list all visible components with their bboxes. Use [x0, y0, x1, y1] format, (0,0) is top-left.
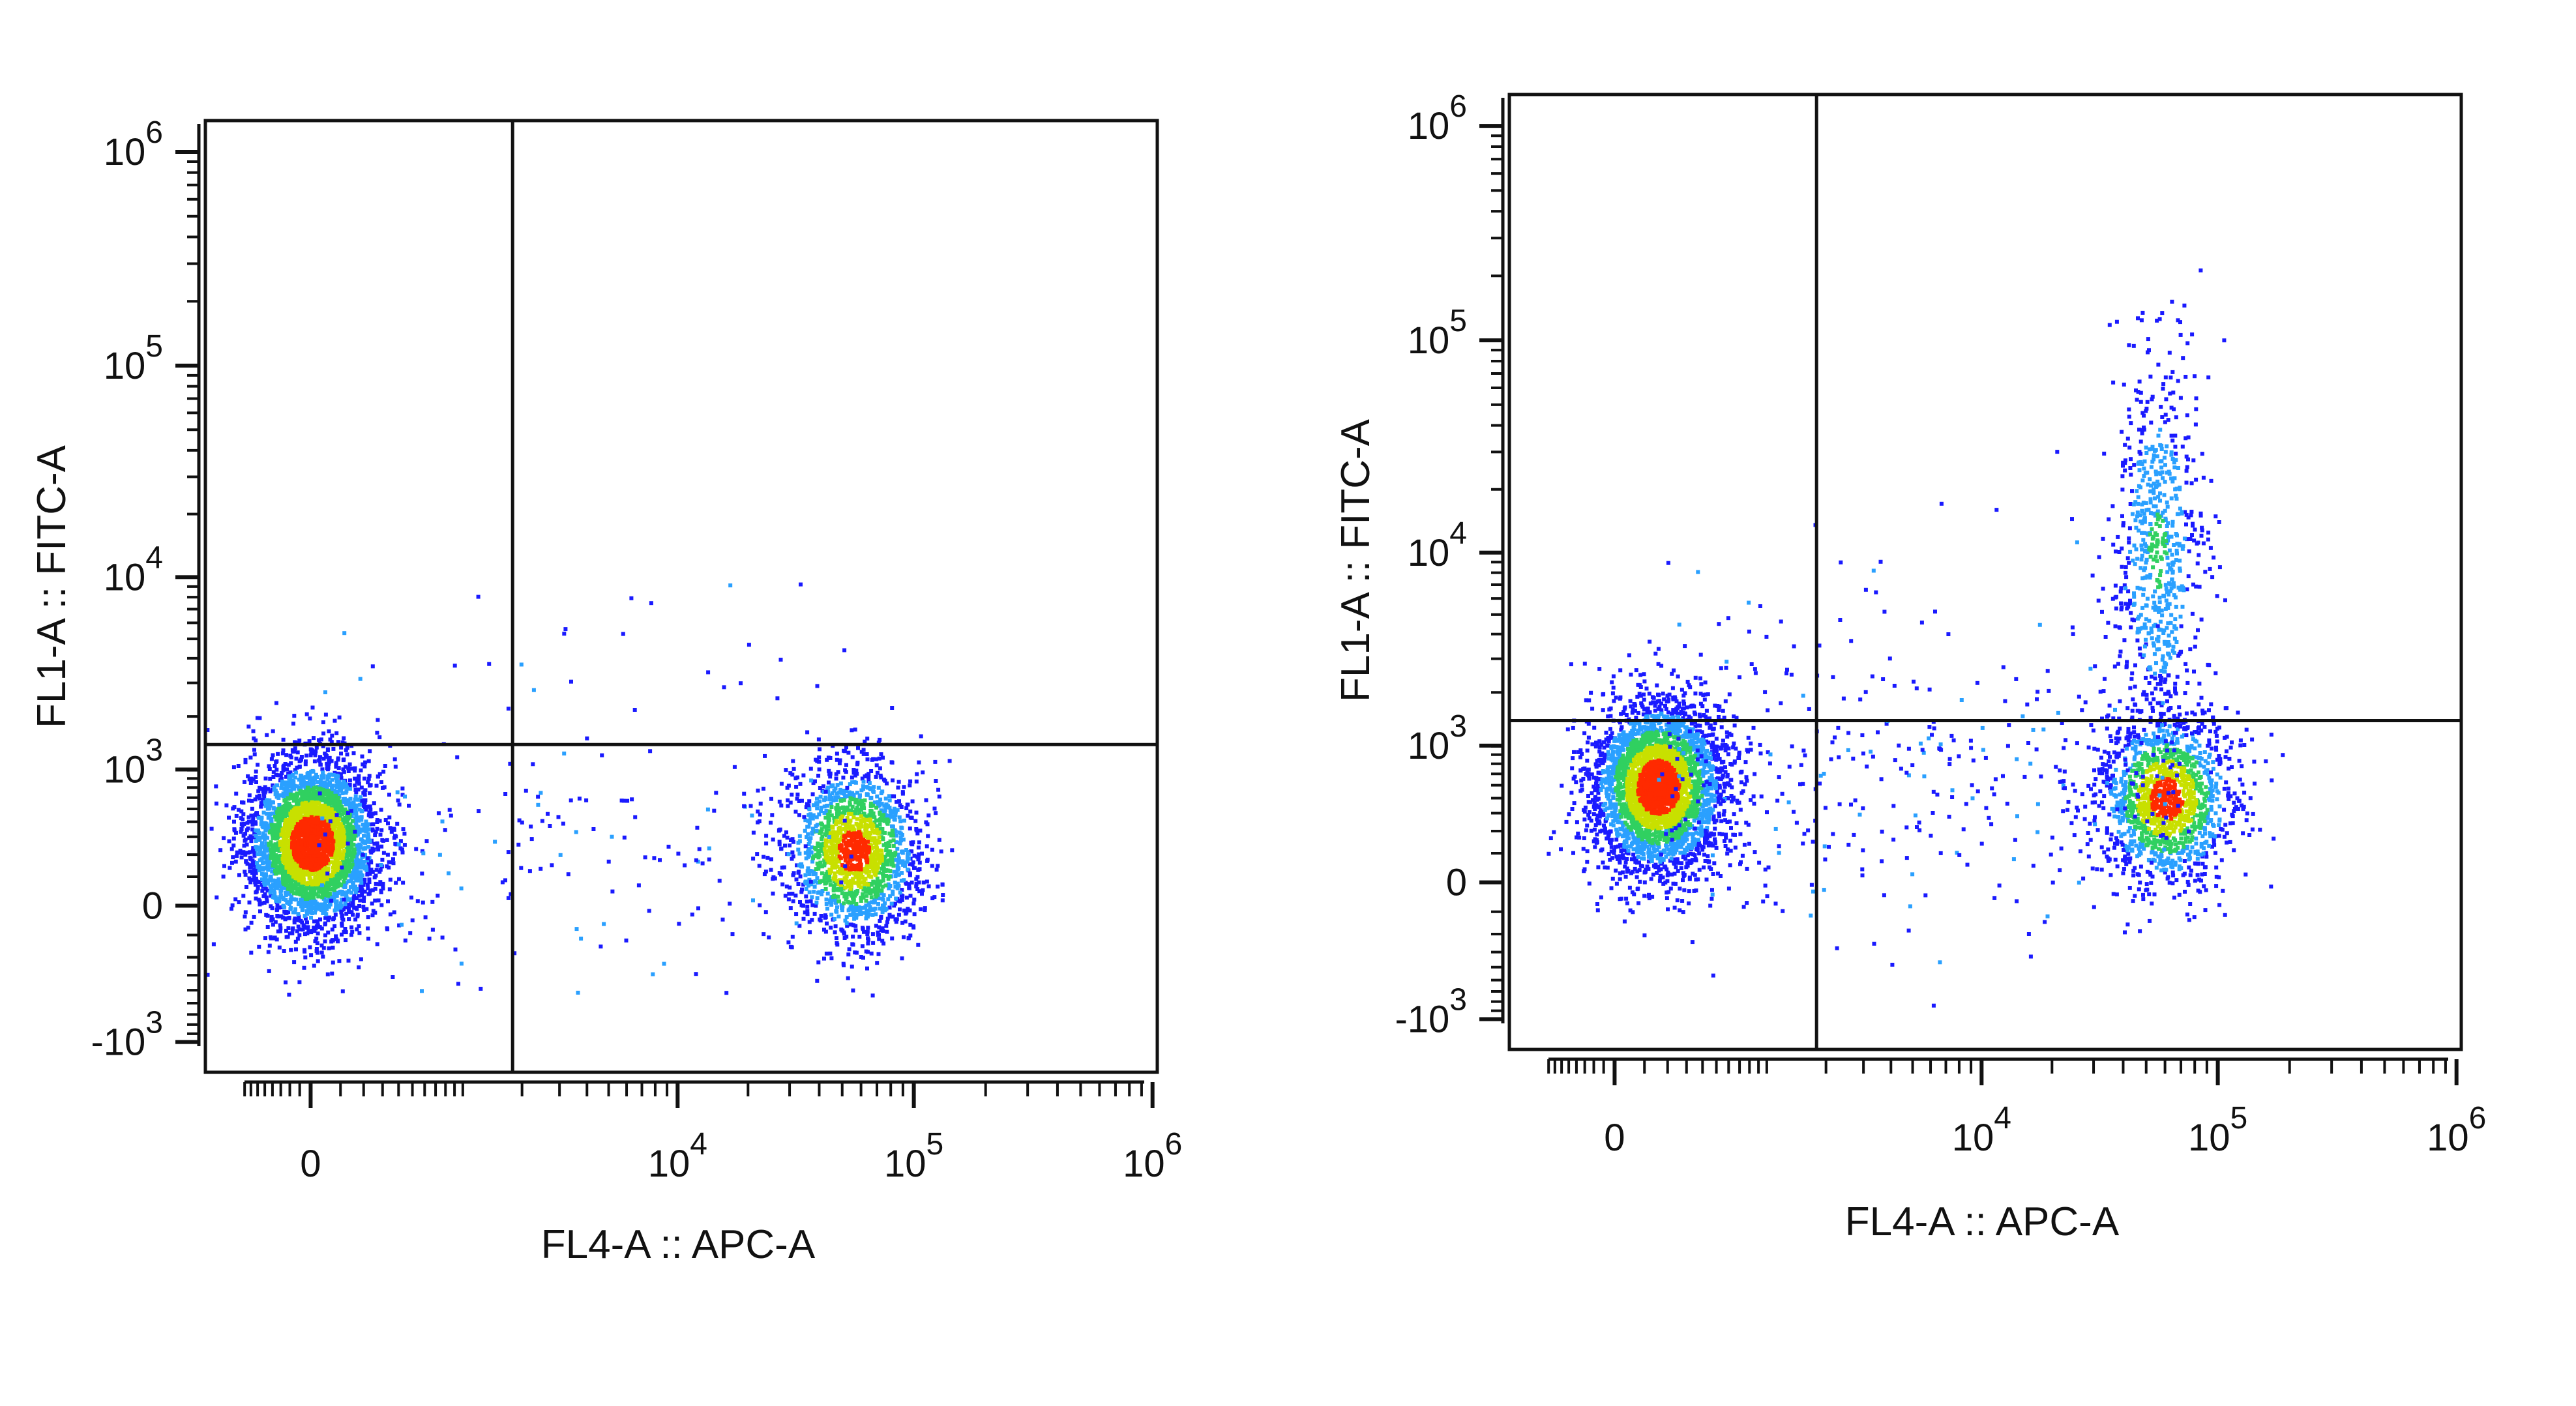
y-tick-label: 105 — [104, 329, 163, 387]
y-tick-label: 0 — [1446, 862, 1467, 904]
sparse-events — [1657, 501, 2169, 1008]
sparse-events — [317, 582, 853, 995]
event-dots — [1547, 268, 2285, 1008]
population-1 — [205, 701, 441, 997]
population-1 — [1547, 639, 1781, 945]
y-axis-label: FL1-A :: FITC-A — [29, 445, 74, 728]
x-tick-label: 0 — [300, 1143, 321, 1185]
x-axis: 0 104 105 106 — [1547, 1057, 2486, 1159]
y-axis-label: FL1-A :: FITC-A — [1333, 418, 1378, 702]
x-axis: 0 104 105 106 — [243, 1080, 1182, 1185]
population-2 — [751, 684, 955, 998]
x-tick-label: 105 — [2188, 1101, 2247, 1159]
x-axis-label: FL4-A :: APC-A — [1845, 1199, 2120, 1244]
y-tick-label: 104 — [104, 540, 163, 598]
plot-frame — [1507, 93, 2463, 1051]
x-axis-label: FL4-A :: APC-A — [541, 1222, 816, 1267]
x-tick-label: 104 — [648, 1127, 707, 1185]
y-tick-label: 106 — [1408, 89, 1467, 147]
x-tick-label: 106 — [1123, 1127, 1182, 1185]
y-tick-label: 106 — [104, 115, 163, 173]
plot-frame — [203, 119, 1159, 1074]
y-tick-label: 104 — [1408, 516, 1467, 574]
y-tick-label: 103 — [104, 733, 163, 791]
population-2 — [2058, 642, 2285, 923]
x-tick-label: 106 — [2427, 1101, 2486, 1159]
y-tick-label: -103 — [1395, 982, 1467, 1040]
y-axis: -103 0 103 104 105 106 — [91, 115, 201, 1064]
y-tick-label: -103 — [91, 1006, 163, 1064]
x-tick-label: 105 — [884, 1127, 943, 1185]
event-dots — [205, 582, 955, 998]
x-tick-label: 104 — [1952, 1101, 2011, 1159]
x-tick-label: 0 — [1604, 1117, 1625, 1159]
population-3 — [2055, 268, 2227, 933]
y-tick-label: 103 — [1408, 709, 1467, 767]
y-axis: -103 0 103 104 105 106 — [1395, 89, 1505, 1040]
y-tick-label: 0 — [142, 885, 163, 928]
y-tick-label: 105 — [1408, 304, 1467, 362]
